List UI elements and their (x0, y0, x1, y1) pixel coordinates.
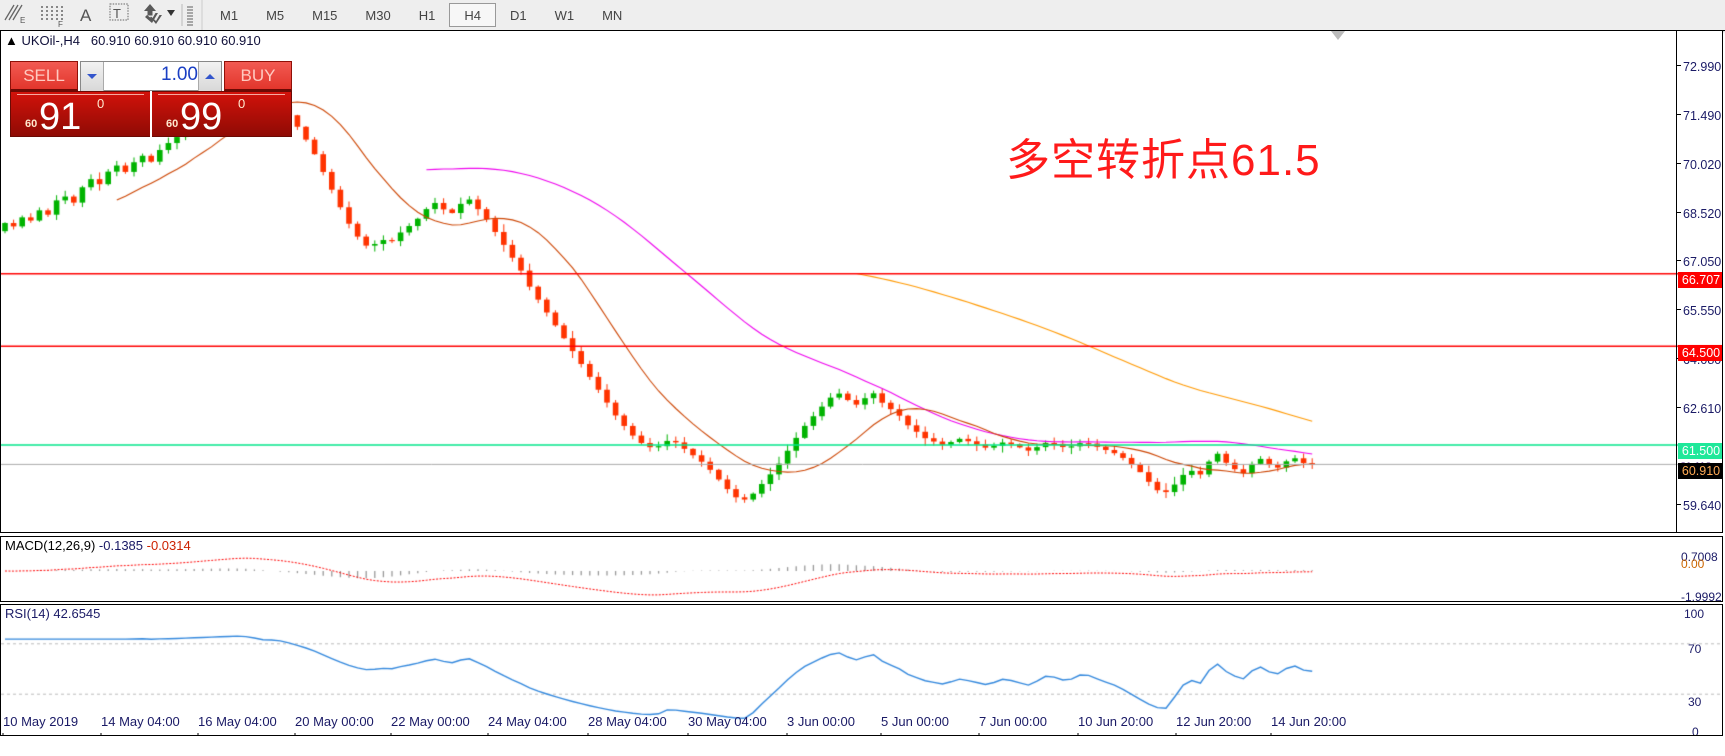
svg-text:E: E (20, 16, 25, 25)
svg-text:A: A (80, 6, 92, 25)
svg-text:F: F (58, 20, 63, 29)
svg-text:T: T (113, 6, 121, 21)
